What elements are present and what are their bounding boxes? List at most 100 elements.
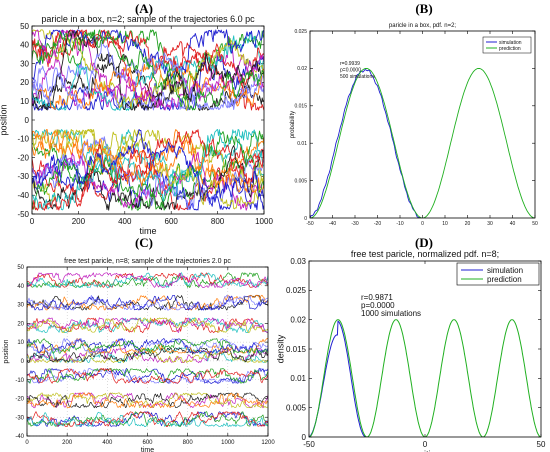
y-tick-label-c: -40 <box>15 434 24 440</box>
y-tick-label-a: 50 <box>20 22 29 31</box>
y-tick-label-c: 10 <box>17 340 24 346</box>
trajectory-c <box>27 392 268 409</box>
x-tick-label-c: 1000 <box>221 440 235 446</box>
trajectory-a <box>32 29 264 111</box>
y-tick-label-b: 0.01 <box>297 141 307 147</box>
y-tick-label-c: 30 <box>17 303 24 309</box>
trajectory-a <box>32 29 264 87</box>
annotation-b: r=0.9939 <box>340 61 360 67</box>
trajectory-c <box>27 294 268 311</box>
plot-frame-b <box>309 30 536 219</box>
y-tick-label-c: 50 <box>17 265 24 271</box>
legend-label-b: simulation <box>499 40 522 46</box>
y-tick-label-a: -40 <box>17 191 29 200</box>
y-tick-label-a: -20 <box>17 153 29 162</box>
y-tick-label-a: -30 <box>17 172 29 181</box>
trajectory-a <box>32 129 264 202</box>
x-tick-label-c: 1200 <box>261 440 275 446</box>
trajectory-c <box>27 411 268 427</box>
y-tick-label-d: 0.03 <box>290 257 306 266</box>
y-tick-label-a: 30 <box>20 59 29 68</box>
x-tick-label-b: 50 <box>532 221 538 227</box>
y-tick-label-b: 0.005 <box>294 178 307 184</box>
panel-letter-a: (A) <box>134 1 154 16</box>
y-axis-label-a: position <box>0 104 8 135</box>
x-tick-label-a: 800 <box>211 217 225 226</box>
annotation-d: 1000 simulations <box>361 309 421 318</box>
y-tick-label-c: -10 <box>15 378 24 384</box>
x-tick-label-a: 200 <box>72 217 86 226</box>
x-axis-label-d: position <box>409 449 440 452</box>
legend-label-b: prediction <box>499 46 521 52</box>
series-prediction-d <box>309 319 541 437</box>
y-tick-label-c: 40 <box>17 284 24 290</box>
trajectory-a <box>32 129 264 207</box>
x-tick-label-b: -10 <box>396 221 403 227</box>
y-tick-label-b: 0.015 <box>294 104 307 110</box>
chart-title-a: paricle in a box, n=2; sample of the tra… <box>41 14 255 24</box>
trajectory-c <box>27 317 268 334</box>
series-prediction-b <box>310 67 535 218</box>
x-tick-label-a: 600 <box>165 217 179 226</box>
trajectory-a <box>32 29 264 81</box>
y-axis-label-d: density <box>275 334 285 363</box>
trajectory-c <box>27 368 268 384</box>
trajectory-c <box>27 347 268 364</box>
y-tick-label-c: 20 <box>17 321 24 327</box>
y-tick-label-c: 0 <box>21 359 25 365</box>
panel-letter-c: (C) <box>134 235 154 250</box>
panel-letter-d: (D) <box>414 235 434 250</box>
x-tick-label-b: 20 <box>465 221 471 227</box>
y-tick-label-a: -50 <box>17 210 29 219</box>
trajectory-c <box>27 295 268 311</box>
y-tick-label-d: 0.02 <box>290 315 306 324</box>
legend-label-d: prediction <box>487 275 522 284</box>
trajectory-a <box>32 29 264 111</box>
trajectory-c <box>27 317 268 334</box>
y-tick-label-a: -10 <box>17 135 29 144</box>
y-tick-label-d: 0.015 <box>286 345 307 354</box>
x-tick-label-b: 10 <box>442 221 448 227</box>
trajectory-c <box>27 317 268 333</box>
y-tick-label-a: 10 <box>20 97 29 106</box>
legend-label-d: simulation <box>487 266 523 275</box>
plot-area-d <box>309 261 541 437</box>
chart-title-b: paricle in a box, pdf. n=2; <box>389 23 457 29</box>
panel-letter-b: (B) <box>415 1 433 16</box>
annotation-b: p=0.0000 <box>340 68 361 74</box>
x-tick-label-b: 40 <box>510 221 516 227</box>
trajectory-a <box>32 30 264 111</box>
x-tick-label-c: 0 <box>25 440 29 446</box>
y-tick-label-b: 0 <box>304 216 307 222</box>
x-tick-label-b: 0 <box>421 221 424 227</box>
trajectory-a <box>32 128 264 210</box>
x-tick-label-b: 30 <box>487 221 493 227</box>
plot-frame-c <box>26 266 269 437</box>
trajectory-a <box>32 55 264 110</box>
x-tick-label-c: 800 <box>183 440 194 446</box>
x-tick-label-d: 50 <box>537 440 546 449</box>
trajectory-c <box>27 347 268 364</box>
y-tick-label-b: 0.02 <box>297 66 307 72</box>
x-tick-label-a: 1000 <box>255 217 273 226</box>
chart-title-d: free test paricle, normalized pdf. n=8; <box>351 249 499 259</box>
y-tick-label-c: -30 <box>15 415 24 421</box>
y-tick-label-d: 0.005 <box>286 403 307 412</box>
trajectory-c <box>27 411 268 427</box>
x-tick-label-b: -50 <box>306 221 313 227</box>
y-tick-label-a: 20 <box>20 78 29 87</box>
y-tick-label-d: 0 <box>302 433 307 442</box>
trajectory-c <box>27 272 268 288</box>
trajectory-a <box>32 129 264 211</box>
annotation-d: r=0.9871 <box>361 293 393 302</box>
trajectory-a <box>32 51 264 112</box>
x-tick-label-b: -20 <box>374 221 381 227</box>
trajectory-a <box>32 38 264 111</box>
x-tick-label-b: -40 <box>329 221 336 227</box>
x-tick-label-c: 400 <box>102 440 113 446</box>
trajectory-a <box>32 129 264 211</box>
x-tick-label-c: 200 <box>62 440 73 446</box>
y-tick-label-a: 0 <box>25 116 30 125</box>
trajectory-a <box>32 29 264 94</box>
